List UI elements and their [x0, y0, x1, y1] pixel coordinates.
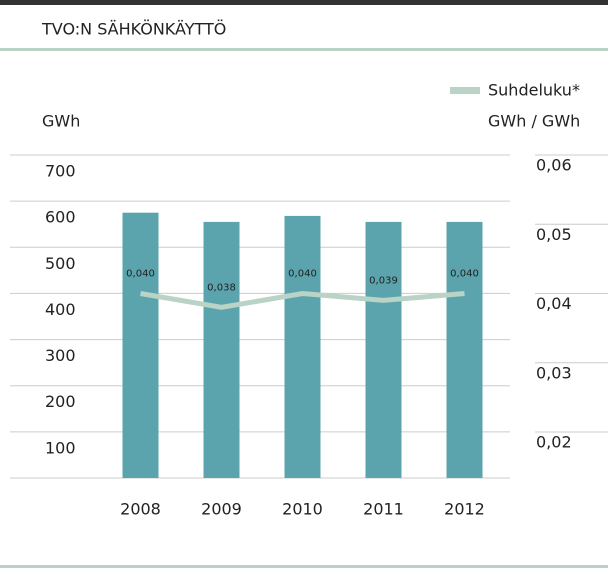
y2-tick-label: 0,04	[536, 294, 572, 313]
y2-axis-label: GWh / GWh	[488, 112, 580, 131]
y-tick-label: 700	[45, 162, 76, 181]
bottom-rule	[0, 565, 608, 568]
y-tick-label: 500	[45, 254, 76, 273]
y2-tick-label: 0,06	[536, 156, 572, 175]
bar	[203, 221, 240, 478]
data-label: 0,040	[450, 269, 479, 280]
bar	[365, 221, 402, 478]
y2-tick-label: 0,03	[536, 363, 572, 382]
legend-label: Suhdeluku*	[488, 81, 580, 100]
y-tick-label: 600	[45, 208, 76, 227]
data-label: 0,040	[288, 269, 317, 280]
y-tick-label: 400	[45, 300, 76, 319]
chart-title: TVO:N SÄHKÖNKÄYTTÖ	[41, 20, 226, 39]
bar	[446, 221, 483, 478]
data-label: 0,039	[369, 275, 398, 286]
y-tick-label: 300	[45, 346, 76, 365]
y-tick-label: 100	[45, 438, 76, 457]
line	[140, 290, 465, 310]
y2-tick-label: 0,02	[536, 433, 572, 452]
legend-swatch	[450, 87, 480, 94]
y-axis-label: GWh	[42, 112, 80, 131]
y2-tick-label: 0,05	[536, 225, 572, 244]
data-label: 0,038	[207, 282, 236, 293]
data-label: 0,040	[126, 269, 155, 280]
top-bar	[0, 0, 608, 5]
bar	[122, 212, 159, 478]
bar	[284, 215, 321, 478]
x-tick-label: 2012	[444, 500, 485, 519]
x-tick-label: 2010	[282, 500, 323, 519]
x-tick-label: 2011	[363, 500, 404, 519]
title-rule	[0, 48, 608, 51]
x-tick-label: 2009	[201, 500, 242, 519]
x-tick-label: 2008	[120, 500, 161, 519]
y-tick-label: 200	[45, 392, 76, 411]
